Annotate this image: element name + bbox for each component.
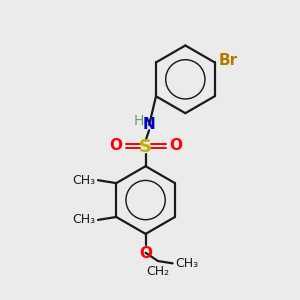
Text: CH₃: CH₃ bbox=[176, 257, 199, 270]
Text: H: H bbox=[134, 114, 144, 128]
Text: O: O bbox=[109, 138, 122, 153]
Text: S: S bbox=[139, 138, 152, 156]
Text: CH₃: CH₃ bbox=[73, 213, 96, 226]
Text: CH₃: CH₃ bbox=[73, 174, 96, 187]
Text: O: O bbox=[139, 246, 152, 261]
Text: N: N bbox=[143, 118, 155, 133]
Text: Br: Br bbox=[219, 53, 238, 68]
Text: CH₂: CH₂ bbox=[146, 265, 170, 278]
Text: O: O bbox=[169, 138, 182, 153]
